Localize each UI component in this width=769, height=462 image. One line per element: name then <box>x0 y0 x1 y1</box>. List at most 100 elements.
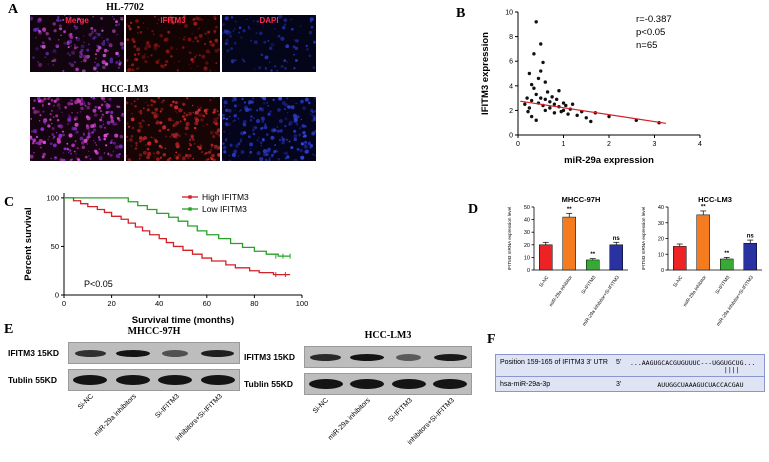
svg-text:10: 10 <box>658 252 664 258</box>
svg-text:Low IFITM3: Low IFITM3 <box>202 204 247 214</box>
blot-strip <box>304 346 472 368</box>
blot-protein-label: Tublin 55KD <box>244 379 293 389</box>
bar-chart-mhcc97h: 0 10 20 30 40 50 Si-NC ** miR-29a inhibitor ** Si-… <box>504 194 634 327</box>
panel-b-label: B <box>456 6 466 21</box>
svg-text:0: 0 <box>509 133 513 140</box>
svg-text:8: 8 <box>509 34 513 41</box>
svg-text:IFITM3 expression: IFITM3 expression <box>480 32 491 115</box>
blot-row: Tublin 55KD <box>244 373 472 395</box>
blot-band <box>74 349 106 357</box>
svg-text:HCC-LM3: HCC-LM3 <box>698 195 732 204</box>
blot-band <box>200 375 235 385</box>
panel-b: B 0 1 2 3 4 0 2 4 6 8 10 r=-0.387 p<0.05 n=65 miR-29a … <box>440 0 769 182</box>
svg-text:30: 30 <box>658 221 664 227</box>
bar-chart-hcclm3: 0 10 20 30 40 Si-NC ** miR-29a inhibitor ** Si-IF… <box>638 194 768 327</box>
scatter-plot-svg: 0 1 2 3 4 0 2 4 6 8 10 r=-0.387 p<0.05 n=65 miR-29a ex… <box>480 10 702 167</box>
svg-text:miR-29a inhibitor: miR-29a inhibitor <box>548 274 574 307</box>
svg-text:80: 80 <box>250 299 258 308</box>
blot-band <box>308 379 343 389</box>
fluorescence-cells <box>126 97 220 161</box>
svg-text:**: ** <box>701 204 706 210</box>
micro-image-5 <box>222 97 316 161</box>
lane-labels: Si-NC miR-29a inhibitors Si-IFITM3 inhibito… <box>68 391 240 449</box>
strand-label-5prime: 5' <box>616 359 622 366</box>
blot-lane <box>305 374 347 394</box>
blot-lane <box>347 374 389 394</box>
micro-image-4 <box>126 97 220 161</box>
blot-lane <box>154 343 197 363</box>
blot-row: IFITM3 15KD <box>244 346 472 368</box>
blot-band <box>115 375 150 385</box>
svg-text:2: 2 <box>509 108 513 115</box>
blot-strip <box>68 342 240 364</box>
alignment-target-name: Position 159-165 of IFITM3 3' UTR <box>500 359 608 366</box>
svg-text:10: 10 <box>505 10 513 17</box>
fluorescence-cells <box>126 15 220 72</box>
svg-text:**: ** <box>724 251 729 257</box>
blot-band <box>350 379 385 389</box>
blot-protein-label: IFITM3 15KD <box>244 352 296 362</box>
svg-text:20: 20 <box>658 237 664 243</box>
alignment-row-mirna: hsa-miR-29a-3p 3' AUUGGCUAAAGUCUACCACGAU <box>496 377 764 391</box>
alignment-row-utr: Position 159-165 of IFITM3 3' UTR 5' ...… <box>496 355 764 377</box>
svg-text:ns: ns <box>613 236 621 242</box>
panel-e: E MHCC-97H IFITM3 15KD Tublin 55KD Si-NC miR… <box>0 318 484 462</box>
svg-text:0: 0 <box>661 268 664 274</box>
blot-band <box>396 353 422 361</box>
svg-text:High IFITM3: High IFITM3 <box>202 192 249 202</box>
svg-text:miR-29a inhibitor: miR-29a inhibitor <box>682 274 708 307</box>
blot-row: Tublin 55KD <box>8 369 240 391</box>
svg-text:100: 100 <box>46 193 59 202</box>
svg-text:3: 3 <box>653 141 657 148</box>
blot-lane <box>430 374 472 394</box>
channel-label: DAPI <box>259 16 279 25</box>
mirna-name: hsa-miR-29a-3p <box>500 381 551 388</box>
micro-image-ifitm3: IFITM3 <box>126 15 220 72</box>
svg-text:30: 30 <box>524 230 530 236</box>
blot-lane <box>305 347 347 367</box>
blot-band <box>391 379 426 389</box>
panel-c: C 0 20 40 60 80 100 0 50 100 High IFITM3 Low IFITM… <box>0 183 335 335</box>
svg-text:Si-IFITM3: Si-IFITM3 <box>580 274 597 295</box>
svg-text:0: 0 <box>516 141 520 148</box>
svg-text:ns: ns <box>747 234 755 240</box>
blot-lane <box>430 347 472 367</box>
blot-lane <box>112 343 155 363</box>
svg-text:P<0.05: P<0.05 <box>84 279 113 289</box>
svg-text:0: 0 <box>527 268 530 274</box>
svg-text:IFITM3 mRNA expression level: IFITM3 mRNA expression level <box>507 207 512 270</box>
blot-row: IFITM3 15KD <box>8 342 240 364</box>
panel-d-label: D <box>468 202 479 217</box>
blot-lane <box>197 370 240 390</box>
svg-text:20: 20 <box>524 243 530 249</box>
svg-text:20: 20 <box>107 299 115 308</box>
blot-lane <box>197 343 240 363</box>
blot-lane <box>388 347 430 367</box>
blot-band <box>201 349 235 357</box>
svg-text:IFITM3 mRNA expression level: IFITM3 mRNA expression level <box>641 207 646 270</box>
blot-strip <box>68 369 240 391</box>
svg-text:Percent survival: Percent survival <box>23 207 34 280</box>
cellline-title-hcclm3: HCC-LM3 <box>101 84 149 95</box>
blot-band <box>115 349 150 357</box>
svg-text:6: 6 <box>509 59 513 66</box>
blot-lane <box>69 343 112 363</box>
bar-chart-svg: 0 10 20 30 40 Si-NC ** miR-29a inhibitor ** Si-IF… <box>641 195 762 327</box>
svg-text:4: 4 <box>698 141 702 148</box>
lane-labels: Si-NC miR-29a inhibitors Si-IFITM3 inhibito… <box>304 395 472 453</box>
micro-image-merge: Merge <box>30 15 124 72</box>
svg-text:Si-IFITM3: Si-IFITM3 <box>714 274 731 295</box>
panel-e-label: E <box>4 322 14 337</box>
fluorescence-cells <box>222 97 316 161</box>
micro-image-3 <box>30 97 124 161</box>
blot-band <box>162 349 189 357</box>
blot-group-mhcc97h: MHCC-97H IFITM3 15KD Tublin 55KD Si-NC miR-2… <box>8 326 240 449</box>
blot-lane <box>347 347 389 367</box>
svg-text:50: 50 <box>51 242 59 251</box>
blot-cellline-title: MHCC-97H <box>127 326 181 337</box>
mirna-sequence: AUUGGCUAAAGUCUACCACGAU <box>657 381 744 389</box>
blot-band <box>433 379 468 389</box>
svg-text:2: 2 <box>607 141 611 148</box>
svg-text:100: 100 <box>296 299 309 308</box>
